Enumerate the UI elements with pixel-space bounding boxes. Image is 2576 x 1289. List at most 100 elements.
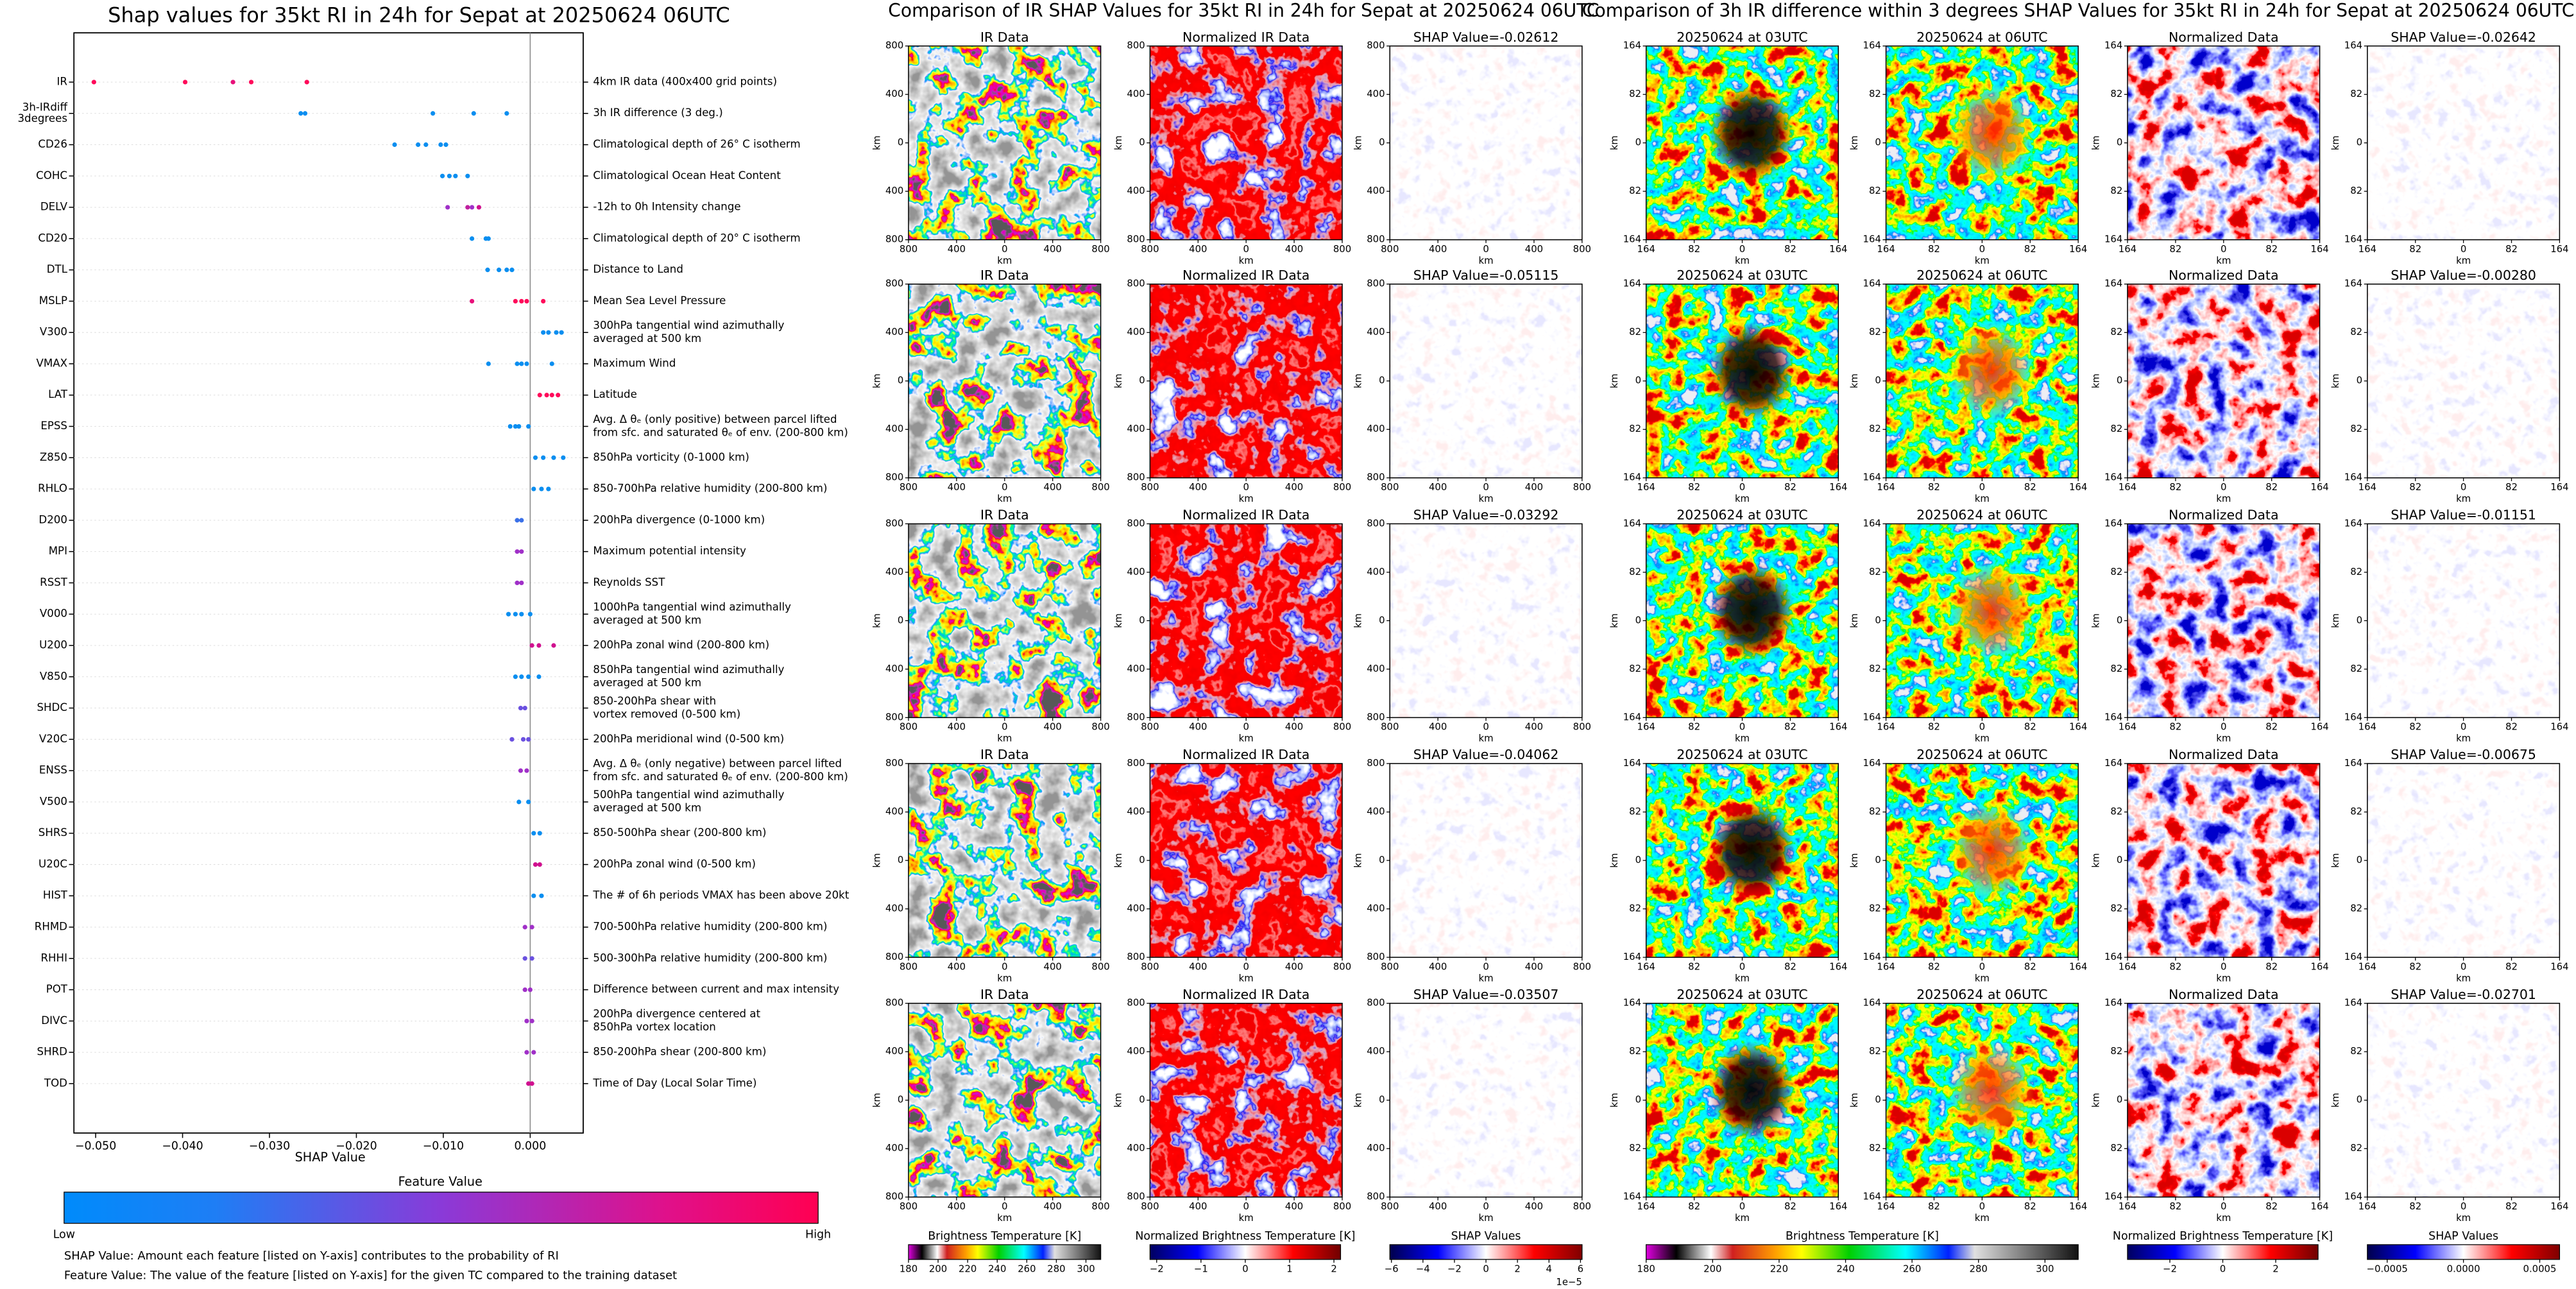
x-axis-label: km: [2456, 493, 2471, 504]
x-tick-label: 0: [2461, 244, 2466, 255]
shap-point: [453, 173, 458, 178]
colorbar-tick-label: 200: [929, 1263, 947, 1274]
feature-description: Avg. Δ θₑ (only positive) between parcel…: [593, 413, 837, 425]
y-tick-label: 400: [1367, 185, 1385, 196]
feature-label: V000: [40, 608, 67, 620]
x-tick-label: 164: [2310, 244, 2328, 255]
feature-description: 200hPa divergence centered at: [593, 1008, 760, 1020]
x-tick-label: 82: [2265, 244, 2278, 255]
feature-description: 850hPa vorticity (0-1000 km): [593, 451, 749, 463]
x-tick-label: 164: [2119, 482, 2137, 493]
panel-title: Normalized Data: [2169, 747, 2279, 762]
x-tick-label: 0: [2221, 722, 2226, 733]
x-tick-label: 800: [1573, 961, 1591, 972]
y-tick-label: 82: [2110, 807, 2122, 817]
y-axis-label: km: [1609, 853, 1620, 868]
x-tick-label: 400: [1429, 722, 1447, 733]
x-tick-label: 800: [1091, 722, 1109, 733]
y-tick-label: 800: [885, 998, 903, 1009]
y-tick-label: 0: [2117, 375, 2122, 386]
colorbar-offset: 1e−5: [1556, 1277, 1582, 1288]
x-axis-label: km: [1479, 973, 1494, 984]
y-tick-label: 82: [2110, 185, 2122, 196]
shap-point: [416, 142, 421, 148]
shap-point: [439, 173, 445, 178]
colorbar-low: Low: [53, 1229, 75, 1242]
x-tick-label: 164: [2550, 1201, 2568, 1212]
shap-point: [513, 611, 518, 617]
x-tick-label: 800: [1333, 482, 1351, 493]
colorbar: [1389, 1244, 1583, 1260]
x-tick-label: 82: [2024, 961, 2036, 972]
shap-point: [519, 549, 524, 554]
y-tick-label: 400: [1127, 327, 1145, 337]
y-tick-label: 0: [1139, 615, 1145, 626]
y-tick-label: 400: [1127, 807, 1145, 817]
shap-point: [465, 173, 470, 178]
x-tick-label: 164: [2310, 1201, 2328, 1212]
y-tick-label: 82: [2350, 89, 2362, 99]
colorbar-tick-label: 260: [1018, 1263, 1036, 1274]
colorbar-tick-label: 240: [988, 1263, 1006, 1274]
y-axis-label: km: [2090, 613, 2101, 628]
feature-description: 850hPa vortex location: [593, 1021, 715, 1033]
x-tick-label: 0: [1979, 1201, 1985, 1212]
feature-description: 1000hPa tangential wind azimuthally: [593, 601, 791, 613]
x-tick-label: 82: [2505, 722, 2518, 733]
y-axis-label: km: [1113, 613, 1124, 628]
y-tick-label: 164: [1863, 952, 1881, 962]
feature-description: averaged at 500 km: [593, 332, 701, 345]
y-axis-label: km: [1609, 135, 1620, 150]
x-tick-label: 800: [1381, 961, 1399, 972]
x-tick-label: 400: [1285, 244, 1303, 255]
shap-point: [476, 205, 482, 210]
feature-description: Mean Sea Level Pressure: [593, 295, 726, 307]
shap-point: [522, 956, 527, 961]
x-tick-label: 82: [2409, 722, 2421, 733]
panel-image: [908, 46, 1101, 240]
panel-image: [908, 524, 1101, 718]
shap-point: [531, 486, 536, 491]
panel-image: [1150, 284, 1342, 478]
y-tick-label: 164: [2344, 712, 2362, 722]
y-tick-label: 800: [885, 712, 903, 722]
group-title: Comparison of 3h IR difference within 3 …: [1582, 0, 2575, 21]
y-tick-label: 0: [2117, 855, 2122, 866]
shap-point: [471, 111, 476, 116]
feature-label: V20C: [39, 733, 67, 745]
colorbar-tick-label: 0.0005: [2523, 1263, 2557, 1274]
colorbar-tick-label: 180: [900, 1263, 917, 1274]
shap-point: [549, 361, 554, 366]
y-tick-label: 82: [2350, 567, 2362, 577]
y-tick-label: 800: [1127, 278, 1145, 289]
y-tick-label: 0: [898, 855, 903, 866]
y-tick-label: 800: [1367, 472, 1385, 483]
feature-label: LAT: [48, 388, 68, 400]
y-tick-label: 164: [2344, 952, 2362, 962]
shap-point: [497, 268, 502, 273]
x-axis-label: km: [1479, 255, 1494, 266]
shap-point: [504, 268, 509, 273]
y-tick-label: 400: [1127, 903, 1145, 914]
x-tick-label: 400: [1044, 1201, 1062, 1212]
x-axis-label: km: [1239, 973, 1254, 984]
shap-point: [526, 737, 531, 742]
x-tick-label: 400: [1189, 961, 1207, 972]
x-tick-label: 164: [2069, 722, 2087, 733]
x-tick-label: 0: [1483, 1201, 1488, 1212]
y-axis-label: km: [1113, 373, 1124, 388]
x-axis-label: km: [997, 973, 1012, 984]
feature-label: COHC: [36, 169, 67, 182]
shap-point: [447, 173, 452, 178]
y-tick-label: 0: [898, 1095, 903, 1105]
x-tick-label: 400: [1429, 1201, 1447, 1212]
y-tick-label: 0: [1635, 615, 1641, 626]
panel-title: Normalized IR Data: [1182, 987, 1309, 1002]
y-tick-label: 164: [1623, 712, 1641, 722]
colorbar-tick-label: −1: [1194, 1263, 1208, 1274]
y-axis-label: km: [2330, 135, 2341, 150]
shap-point: [508, 423, 513, 429]
shap-point: [561, 455, 566, 460]
y-tick-label: 400: [885, 567, 903, 577]
shap-point: [515, 549, 520, 554]
